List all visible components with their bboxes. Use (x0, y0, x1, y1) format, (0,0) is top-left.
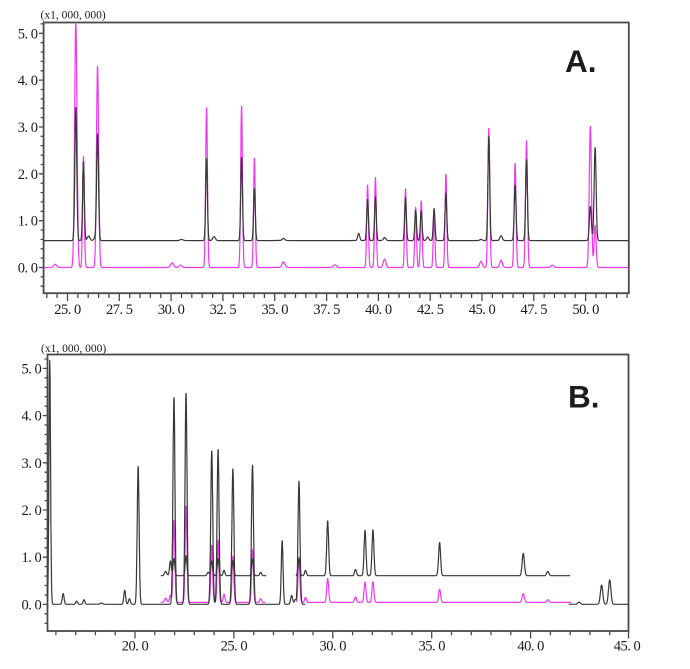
svg-text:40. 0: 40. 0 (365, 302, 392, 318)
svg-text:0. 0: 0. 0 (21, 597, 41, 613)
svg-text:45. 0: 45. 0 (614, 639, 641, 655)
svg-text:1. 0: 1. 0 (18, 214, 38, 230)
svg-text:(x1, 000, 000): (x1, 000, 000) (41, 343, 106, 355)
svg-text:32. 5: 32. 5 (210, 302, 237, 318)
svg-text:0. 0: 0. 0 (18, 261, 38, 277)
svg-text:30. 0: 30. 0 (320, 639, 347, 655)
svg-text:35. 0: 35. 0 (261, 302, 288, 318)
svg-text:50. 0: 50. 0 (572, 302, 599, 318)
svg-text:40. 0: 40. 0 (517, 639, 544, 655)
svg-text:4. 0: 4. 0 (18, 73, 38, 89)
svg-text:20. 0: 20. 0 (122, 639, 149, 655)
svg-text:1. 0: 1. 0 (21, 550, 41, 566)
svg-text:27. 5: 27. 5 (106, 302, 133, 318)
svg-text:25. 0: 25. 0 (54, 302, 81, 318)
svg-text:37. 5: 37. 5 (313, 302, 340, 318)
svg-text:25. 0: 25. 0 (221, 639, 248, 655)
svg-text:A.: A. (565, 43, 597, 79)
svg-text:47. 5: 47. 5 (521, 302, 548, 318)
svg-text:30. 0: 30. 0 (158, 302, 185, 318)
svg-text:35. 0: 35. 0 (418, 639, 445, 655)
svg-text:B.: B. (568, 379, 600, 415)
svg-text:(x1, 000, 000): (x1, 000, 000) (41, 10, 106, 22)
svg-text:42. 5: 42. 5 (417, 302, 444, 318)
svg-text:5. 0: 5. 0 (21, 361, 41, 377)
svg-text:3. 0: 3. 0 (18, 120, 38, 136)
svg-text:45. 0: 45. 0 (469, 302, 496, 318)
svg-text:2. 0: 2. 0 (18, 167, 38, 183)
svg-text:4. 0: 4. 0 (21, 409, 41, 425)
svg-text:3. 0: 3. 0 (21, 456, 41, 472)
svg-text:5. 0: 5. 0 (18, 26, 38, 42)
svg-text:2. 0: 2. 0 (21, 503, 41, 519)
